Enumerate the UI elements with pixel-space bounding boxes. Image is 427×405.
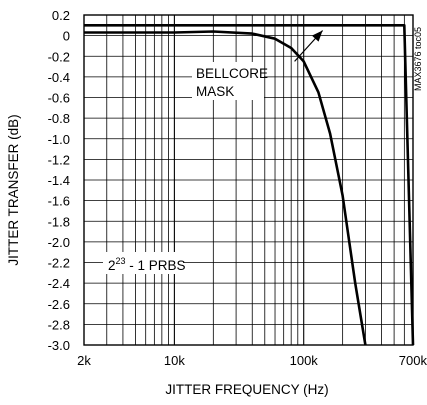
x-tick-label: 2k (77, 353, 91, 368)
x-axis-title: JITTER FREQUENCY (Hz) (165, 382, 328, 397)
x-tick-label: 100k (290, 353, 319, 368)
y-tick-label: 0.2 (52, 8, 70, 23)
prbs-label-background (103, 252, 183, 274)
bellcore-mask-label-background (192, 62, 264, 100)
arrow-head (311, 30, 323, 42)
y-axis-title: JITTER TRANSFER (dB) (6, 114, 21, 265)
plot-border (83, 14, 414, 346)
chart-id-label: MAX3676 toc05 (413, 27, 423, 91)
y-tick-label: -2.6 (48, 297, 70, 312)
y-tick-label: -0.4 (48, 70, 70, 85)
prbs-label-suffix: - 1 PRBS (126, 258, 186, 273)
x-tick-label: 10k (164, 353, 185, 368)
y-tick-label: -2.2 (48, 256, 70, 271)
prbs-annotation: 223 - 1 PRBS (103, 252, 186, 274)
y-tick-label: -1.8 (48, 214, 70, 229)
bellcore-mask-curve (84, 23, 415, 346)
y-tick-label: -2.0 (48, 235, 70, 250)
bellcore-mask-annotation: BELLCORE MASK (192, 62, 268, 100)
y-tick-label: -0.2 (48, 49, 70, 64)
y-tick-label: -1.6 (48, 194, 70, 209)
y-tick-label: -3.0 (48, 338, 70, 353)
tick-labels: 0.2 0 -0.2 -0.4 -0.6 -0.8 -1.0 -1.2 -1.4 -1.6 -1.8… (48, 8, 427, 368)
x-tick-label: 700k (399, 353, 427, 368)
y-tick-label: -1.2 (48, 152, 70, 167)
y-tick-label: 0 (63, 29, 70, 44)
y-tick-label: -0.8 (48, 111, 70, 126)
y-tick-label: -0.6 (48, 91, 70, 106)
series-lines (84, 23, 415, 346)
bellcore-mask-label-line2: MASK (196, 84, 234, 99)
prbs-label: 223 - 1 PRBS (108, 256, 186, 273)
prbs-label-base: 2 (108, 258, 116, 273)
bellcore-mask-arrow (294, 30, 324, 62)
y-tick-label: -2.8 (48, 317, 70, 332)
measured-transfer-curve (84, 30, 367, 346)
bellcore-mask-label-line1: BELLCORE (196, 66, 268, 81)
prbs-label-exponent: 23 (116, 256, 126, 266)
y-tick-label: -1.4 (48, 173, 70, 188)
y-tick-label: -2.4 (48, 276, 70, 291)
y-tick-label: -1.0 (48, 132, 70, 147)
plot-frame (83, 14, 414, 346)
